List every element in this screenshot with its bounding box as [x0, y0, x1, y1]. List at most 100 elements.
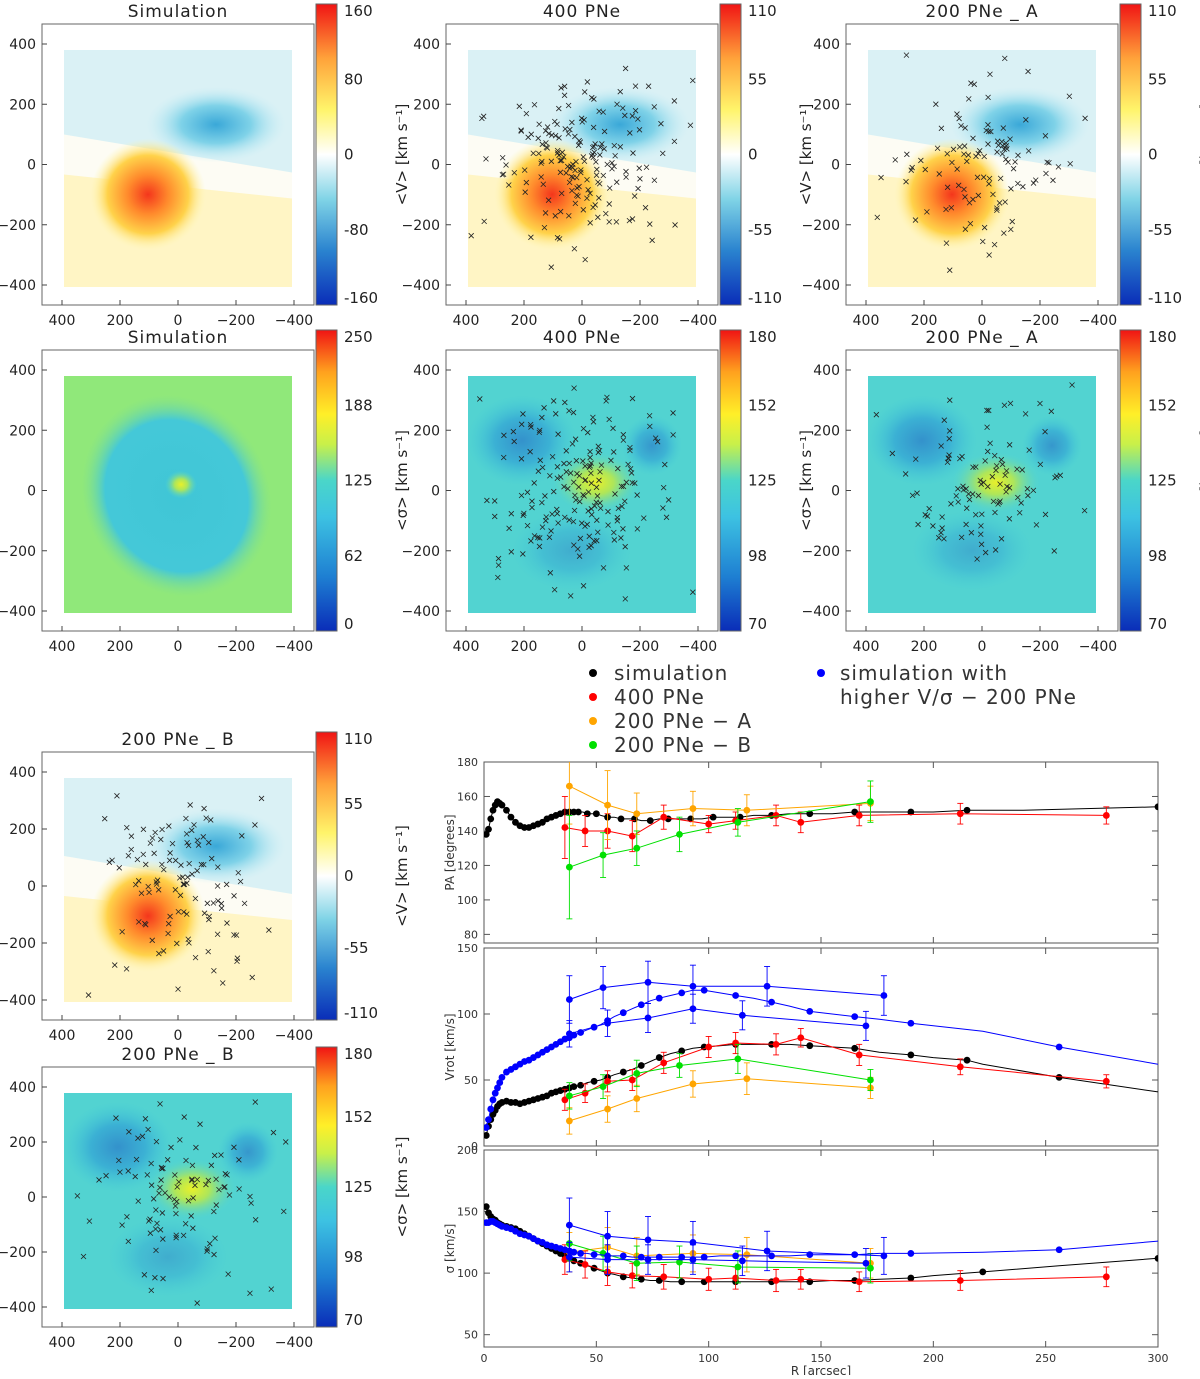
pn-marker: [145, 883, 151, 890]
pn-marker: [586, 533, 593, 540]
data-point: [709, 813, 717, 821]
colorbar-tick-label: 0: [344, 615, 354, 633]
pn-marker: [974, 556, 980, 562]
pn-marker: [552, 213, 559, 219]
pn-marker: [593, 537, 600, 544]
pn-marker: [171, 1196, 178, 1203]
pn-marker: [145, 1126, 151, 1133]
data-point: [487, 1105, 495, 1113]
pn-marker: [578, 169, 584, 176]
pn-marker: [270, 1129, 277, 1136]
colorbar-tick-label: -80: [344, 221, 369, 239]
pn-marker: [535, 135, 542, 142]
pn-marker: [998, 456, 1005, 463]
pn-marker: [1042, 511, 1049, 518]
data-point: [644, 1236, 652, 1244]
pn-marker: [643, 164, 650, 171]
pn-marker: [933, 101, 939, 107]
pn-marker: [183, 831, 190, 837]
pn-marker: [561, 483, 567, 490]
pn-marker: [642, 204, 649, 211]
pn-marker: [659, 150, 666, 157]
pn-marker: [568, 173, 575, 180]
colorbar-tick-label: 55: [1148, 70, 1167, 88]
pn-marker: [119, 1222, 125, 1228]
pn-marker: [173, 1210, 179, 1217]
pn-marker: [585, 187, 591, 193]
pn-marker: [1048, 408, 1055, 415]
map-title: 200 PNe _ B: [121, 1045, 234, 1065]
pn-marker: [615, 465, 621, 472]
data-point: [689, 1005, 697, 1013]
pn-marker: [658, 120, 664, 127]
legend-marker: [589, 669, 597, 677]
colorbar-label: <V> [km s⁻¹]: [393, 825, 411, 927]
y-tick-label: 80: [464, 928, 478, 941]
data-point: [637, 1275, 645, 1283]
pn-marker: [182, 1220, 189, 1227]
profile-panel-1: 0 50 100 150 Vrot [km/s]: [443, 942, 1159, 1153]
colorbar-tick-label: -160: [344, 289, 378, 307]
pn-marker: [280, 1208, 287, 1215]
pn-marker: [630, 150, 636, 156]
pn-marker: [1000, 125, 1007, 131]
pn-marker: [1050, 177, 1056, 184]
pn-marker: [247, 1290, 253, 1297]
pn-marker: [114, 793, 120, 799]
data-point: [485, 825, 492, 833]
pn-marker: [580, 492, 586, 498]
pn-marker: [564, 163, 571, 170]
colorbar-tick-label: 98: [1148, 547, 1167, 565]
map-panel-m2: 400 PNe 110 55 0 -55 -110 <V> [km s⁻¹] 400 400 20…: [402, 2, 815, 329]
pn-marker: [663, 514, 670, 521]
pn-marker: [597, 468, 603, 475]
pn-marker: [621, 498, 628, 505]
data-point: [581, 1261, 589, 1268]
pn-marker: [687, 122, 694, 129]
x-tick-label: 0: [174, 1028, 183, 1044]
pn-marker: [554, 147, 561, 154]
pn-marker: [1025, 68, 1031, 75]
pn-marker: [646, 412, 653, 419]
pn-marker: [637, 176, 643, 182]
colorbar: [719, 329, 742, 632]
pn-marker: [177, 1137, 183, 1143]
series-line: [569, 801, 871, 868]
data-point: [604, 1232, 611, 1240]
data-point: [907, 808, 915, 816]
pn-marker: [148, 1287, 155, 1294]
pn-marker: [74, 1193, 81, 1199]
pn-marker: [157, 1101, 163, 1107]
data-point: [907, 1019, 915, 1027]
negative-velocity-lobe: [550, 86, 690, 163]
y-tick-label: 200: [9, 1135, 36, 1151]
pn-marker: [165, 930, 171, 937]
pn-marker: [539, 524, 546, 530]
pn-marker: [173, 1232, 180, 1239]
pn-marker: [518, 456, 525, 462]
pn-marker: [212, 1235, 218, 1242]
pn-marker: [566, 517, 573, 523]
data-point: [806, 1007, 814, 1015]
series-line: [569, 1224, 884, 1257]
pn-marker: [550, 488, 557, 495]
data-point: [851, 1013, 859, 1021]
y-tick-label: 0: [27, 158, 36, 174]
pn-marker: [584, 176, 590, 183]
pn-marker: [623, 174, 629, 180]
pn-marker: [926, 505, 932, 512]
plot-data: [484, 960, 1158, 1139]
data-point: [1154, 1254, 1158, 1262]
pn-marker: [604, 394, 610, 401]
pn-marker: [632, 83, 639, 89]
pn-marker: [524, 489, 531, 496]
y-tick-label: 400: [9, 765, 36, 781]
pn-marker: [85, 992, 92, 998]
data-point: [628, 832, 636, 840]
pn-marker: [1037, 461, 1044, 468]
map-field: [64, 376, 292, 613]
x-tick-label: 50: [589, 1352, 603, 1365]
pn-marker: [544, 145, 551, 151]
y-tick-label: 150: [457, 942, 478, 955]
